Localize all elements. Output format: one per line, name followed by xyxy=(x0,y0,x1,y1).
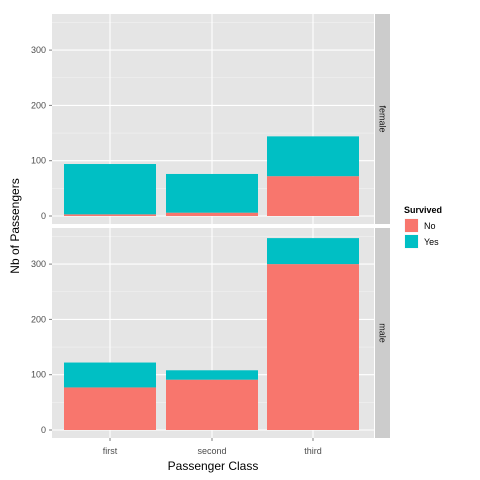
y-tick-label: 300 xyxy=(31,45,46,55)
x-tick-label: third xyxy=(304,446,322,456)
legend-label-no: No xyxy=(424,221,436,231)
facet-strip-male xyxy=(375,228,390,438)
facet-strip-label: female xyxy=(378,105,388,132)
bar-female-third-no xyxy=(267,176,359,216)
facet-strip-female xyxy=(375,14,390,224)
y-tick-label: 0 xyxy=(41,425,46,435)
y-tick-label: 200 xyxy=(31,100,46,110)
legend-label-yes: Yes xyxy=(424,237,439,247)
bar-male-second-yes xyxy=(166,370,258,380)
bar-male-third-yes xyxy=(267,238,359,265)
legend-key-no xyxy=(405,219,418,232)
bar-female-second-yes xyxy=(166,173,258,213)
bar-female-second-no xyxy=(166,212,258,216)
facet-strip-label: male xyxy=(378,323,388,343)
y-tick-label: 100 xyxy=(31,156,46,166)
bar-female-first-yes xyxy=(64,164,156,215)
bar-male-first-yes xyxy=(64,362,156,388)
x-axis-title: Passenger Class xyxy=(168,459,259,473)
y-tick-label: 200 xyxy=(31,314,46,324)
x-tick-label: first xyxy=(103,446,118,456)
y-axis-title: Nb of Passengers xyxy=(8,178,22,273)
bar-female-first-no xyxy=(64,214,156,216)
y-tick-label: 100 xyxy=(31,370,46,380)
y-tick-label: 0 xyxy=(41,211,46,221)
legend-key-yes xyxy=(405,235,418,248)
bar-male-second-no xyxy=(166,379,258,430)
bar-male-third-no xyxy=(267,264,359,430)
bar-male-first-no xyxy=(64,387,156,430)
x-tick-label: second xyxy=(197,446,226,456)
y-tick-label: 300 xyxy=(31,259,46,269)
legend-title: Survived xyxy=(404,205,442,215)
bar-female-third-yes xyxy=(267,136,359,177)
